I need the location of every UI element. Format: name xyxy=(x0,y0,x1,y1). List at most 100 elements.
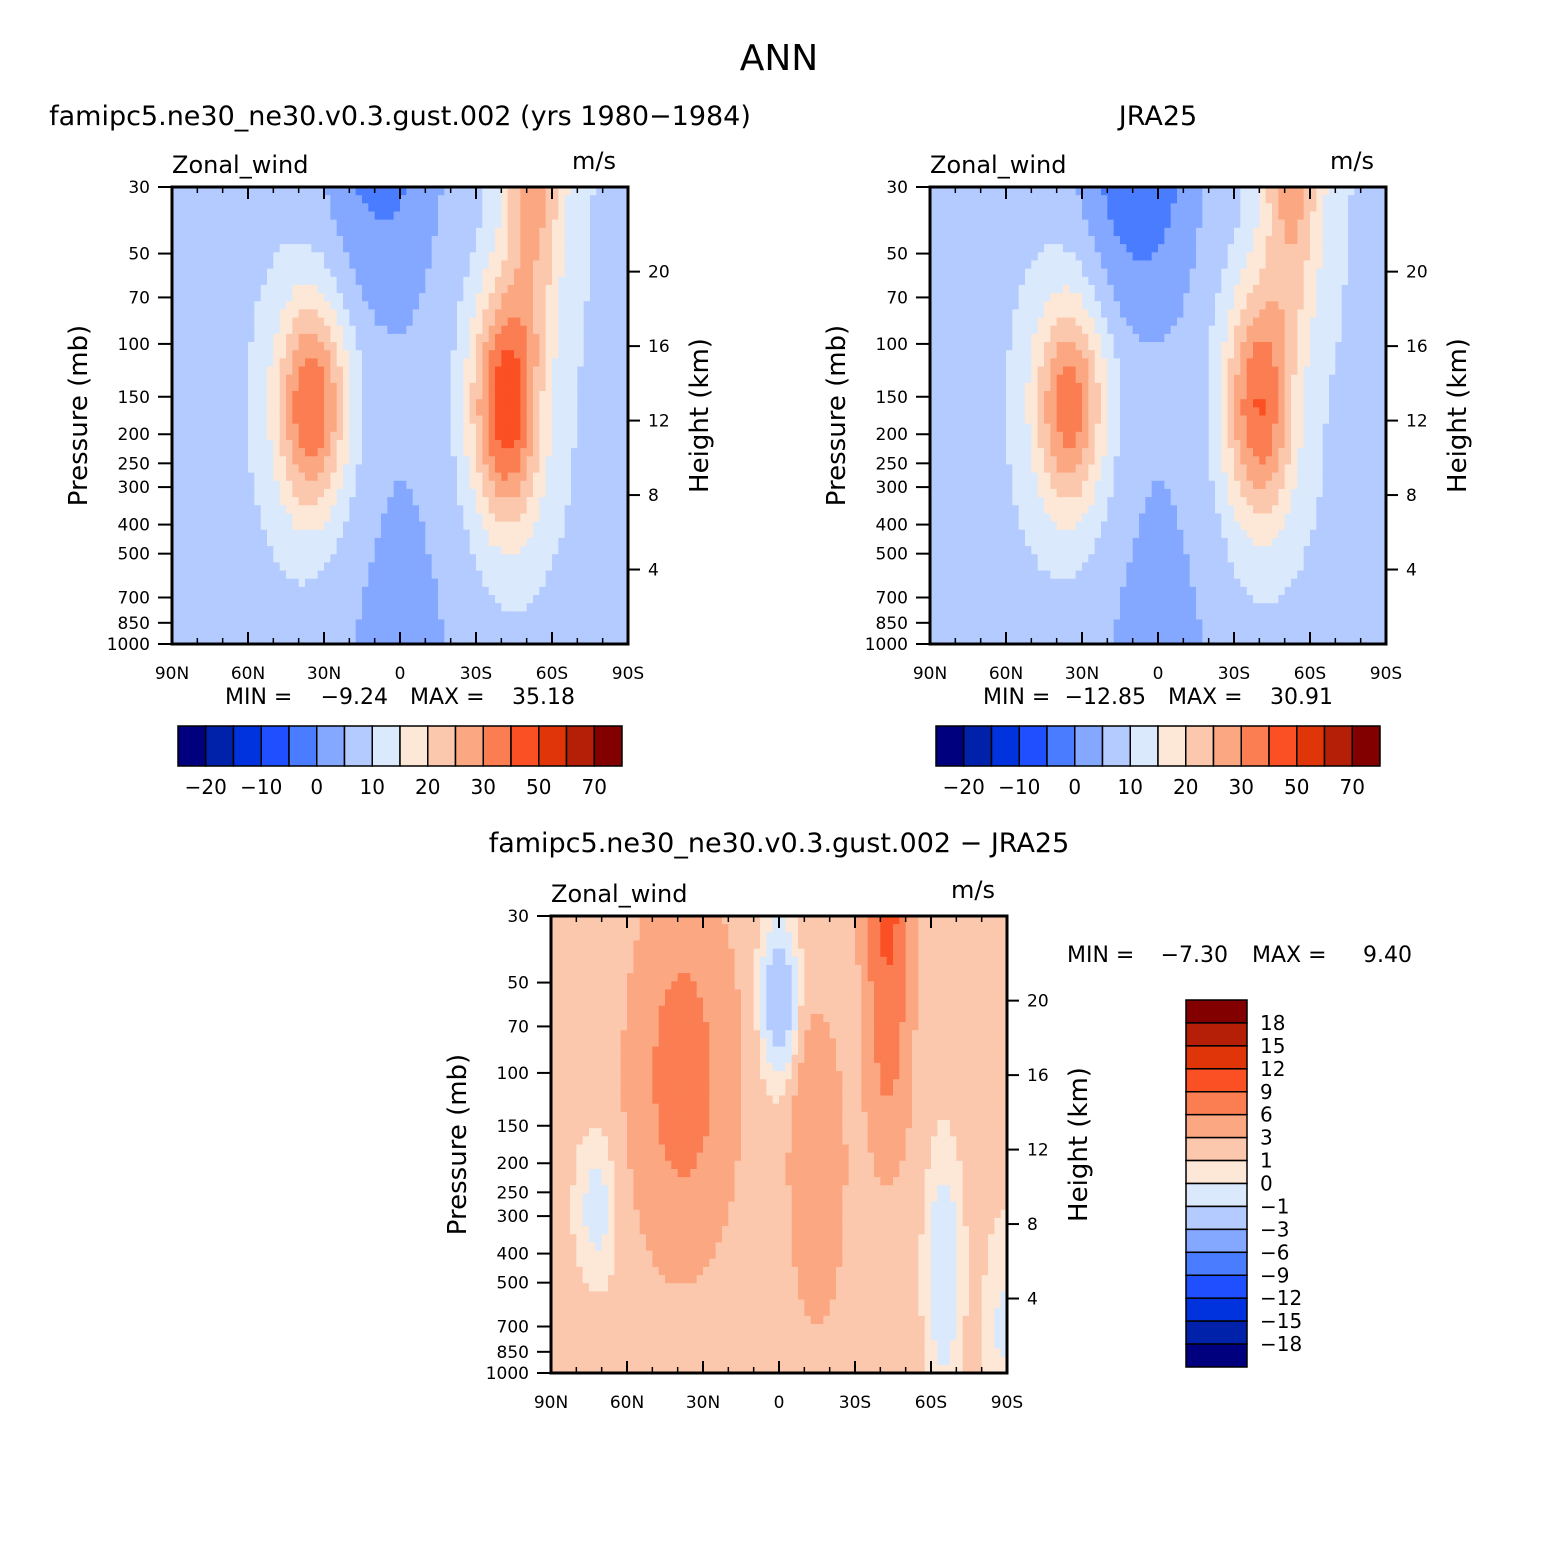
contour-cell xyxy=(526,578,534,588)
contour-cell xyxy=(419,301,426,311)
contour-cell xyxy=(520,333,528,343)
contour-cell xyxy=(279,382,287,392)
contour-cell xyxy=(558,244,566,253)
contour-cell xyxy=(602,480,610,490)
contour-cell xyxy=(539,284,547,294)
contour-cell xyxy=(577,260,585,270)
contour-cell xyxy=(1322,260,1330,270)
contour-cell xyxy=(1322,195,1330,204)
contour-cell xyxy=(305,244,312,253)
contour-cell xyxy=(590,431,597,441)
contour-cell xyxy=(298,252,306,262)
contour-cell xyxy=(324,611,331,621)
contour-cell xyxy=(1360,260,1368,270)
contour-cell xyxy=(381,578,388,588)
contour-cell xyxy=(400,464,407,474)
contour-cell xyxy=(1221,268,1229,278)
contour-cell xyxy=(552,293,559,302)
contour-cell xyxy=(254,505,262,515)
contour-cell xyxy=(311,244,319,253)
contour-cell xyxy=(248,325,255,335)
contour-cell xyxy=(305,611,312,621)
contour-cell xyxy=(400,235,407,245)
contour-cell xyxy=(324,350,331,359)
contour-cell xyxy=(476,554,483,563)
contour-cell xyxy=(596,554,604,563)
contour-cell xyxy=(248,619,255,629)
contour-cell xyxy=(286,554,293,563)
contour-cell xyxy=(949,268,956,278)
contour-cell xyxy=(482,366,490,376)
contour-cell xyxy=(514,505,521,515)
contour-cell xyxy=(577,187,585,196)
contour-cell xyxy=(412,219,420,229)
contour-cell xyxy=(273,595,281,604)
contour-cell xyxy=(368,488,376,498)
contour-cell xyxy=(425,235,433,245)
contour-cell xyxy=(438,554,445,563)
contour-cell xyxy=(362,521,369,531)
contour-cell xyxy=(1303,235,1311,245)
contour-cell xyxy=(564,619,572,629)
contour-cell xyxy=(482,480,490,490)
contour-cell xyxy=(1006,211,1013,221)
contour-cell xyxy=(1379,260,1387,270)
contour-cell xyxy=(191,391,198,400)
contour-cell xyxy=(406,521,414,531)
contour-cell xyxy=(488,203,496,213)
contour-cell xyxy=(393,342,401,351)
contour-cell xyxy=(210,382,217,392)
contour-cell xyxy=(248,595,255,604)
contour-cell xyxy=(1094,187,1102,196)
contour-cell xyxy=(1272,260,1279,270)
contour-cell xyxy=(330,488,338,498)
contour-cell xyxy=(273,211,281,221)
contour-cell xyxy=(412,358,420,368)
contour-cell xyxy=(571,219,578,229)
contour-cell xyxy=(507,293,515,302)
contour-cell xyxy=(526,187,534,196)
contour-cell xyxy=(545,276,553,286)
contour-cell xyxy=(248,317,255,327)
contour-cell xyxy=(343,325,350,335)
contour-cell xyxy=(609,521,616,531)
contour-cell xyxy=(488,260,496,270)
contour-cell xyxy=(343,374,350,384)
contour-cell xyxy=(381,431,388,441)
contour-cell xyxy=(571,391,578,400)
contour-cell xyxy=(349,195,357,204)
contour-cell xyxy=(577,480,585,490)
contour-cell xyxy=(267,578,274,588)
contour-cell xyxy=(330,268,338,278)
contour-cell xyxy=(191,415,198,425)
contour-cell xyxy=(178,342,186,351)
contour-cell xyxy=(438,203,445,213)
contour-cell xyxy=(1107,235,1115,245)
contour-cell xyxy=(355,301,363,311)
contour-cell xyxy=(1082,219,1089,229)
contour-cell xyxy=(450,235,458,245)
contour-cell xyxy=(311,497,319,506)
contour-cell xyxy=(596,562,604,572)
contour-cell xyxy=(1082,244,1089,253)
contour-cell xyxy=(1303,244,1311,253)
contour-cell xyxy=(482,325,490,335)
contour-cell xyxy=(507,301,515,311)
contour-cell xyxy=(1069,260,1077,270)
contour-cell xyxy=(286,603,293,612)
contour-cell xyxy=(191,366,198,376)
contour-cell xyxy=(260,268,268,278)
contour-cell xyxy=(488,382,496,392)
contour-cell xyxy=(311,513,319,523)
contour-cell xyxy=(577,586,585,596)
contour-cell xyxy=(450,219,458,229)
contour-cell xyxy=(1164,203,1172,213)
contour-cell xyxy=(583,448,591,457)
contour-cell xyxy=(1253,235,1260,245)
contour-cell xyxy=(368,554,376,563)
x-tick-label: 30S xyxy=(460,664,492,684)
contour-cell xyxy=(1284,252,1292,262)
contour-cell xyxy=(279,431,287,441)
contour-cell xyxy=(507,219,515,229)
contour-cell xyxy=(311,317,319,327)
